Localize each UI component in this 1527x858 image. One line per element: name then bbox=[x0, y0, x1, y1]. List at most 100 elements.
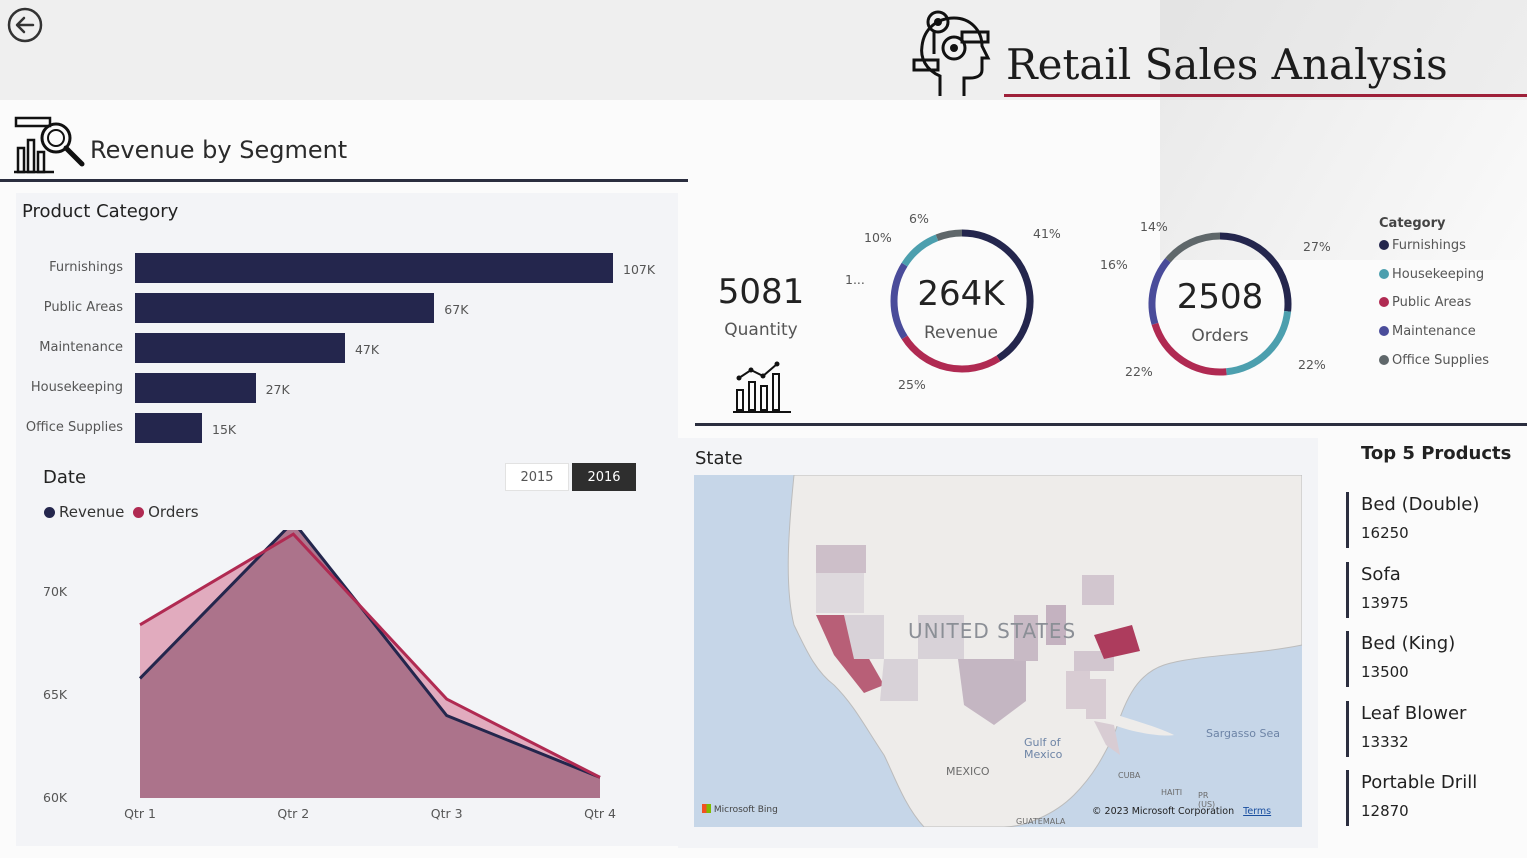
sargasso-label: Sargasso Sea bbox=[1206, 727, 1280, 740]
map-copyright: © 2023 Microsoft Corporation Terms bbox=[1092, 806, 1271, 817]
segment-title: Revenue by Segment bbox=[90, 136, 348, 164]
category-legend-title: Category bbox=[1379, 216, 1446, 231]
donut-slice-public-areas[interactable] bbox=[1151, 322, 1227, 376]
cuba-label: CUBA bbox=[1118, 771, 1141, 780]
state-map[interactable]: UNITED STATES Gulf of Mexico MEXICO Sarg… bbox=[694, 475, 1302, 827]
legend-label: Housekeeping bbox=[1392, 266, 1485, 282]
donut-slice-maintenance[interactable] bbox=[890, 262, 908, 340]
bar-value-label: 107K bbox=[623, 262, 656, 277]
series-line-orders[interactable] bbox=[139, 532, 601, 779]
legend-dot bbox=[1379, 354, 1389, 365]
revenue-pct-label: 6% bbox=[909, 211, 929, 226]
year-2016-button[interactable]: 2016 bbox=[572, 463, 636, 491]
page-title: Retail Sales Analysis bbox=[1006, 40, 1448, 89]
year-2015-button[interactable]: 2015 bbox=[505, 463, 569, 491]
legend-orders-dot bbox=[133, 507, 145, 518]
revenue-pct-label: 41% bbox=[1033, 226, 1061, 241]
orders-pct-label: 16% bbox=[1100, 257, 1128, 272]
terms-link[interactable]: Terms bbox=[1243, 806, 1272, 817]
legend-label: Furnishings bbox=[1392, 238, 1466, 253]
microsoft-logo-icon bbox=[702, 804, 711, 813]
orders-donut-chart bbox=[1148, 232, 1292, 376]
bar-value-label: 27K bbox=[265, 382, 290, 397]
pr-label: PR (US) bbox=[1198, 791, 1216, 809]
bar-maintenance[interactable] bbox=[135, 333, 345, 363]
state-label: State bbox=[695, 448, 743, 469]
x-tick-label: Qtr 1 bbox=[124, 806, 156, 821]
mexico-label: MEXICO bbox=[946, 765, 990, 778]
product-name: Leaf Blower bbox=[1361, 702, 1467, 724]
area-fill-revenue bbox=[140, 530, 600, 798]
product-category-label: Product Category bbox=[22, 201, 179, 222]
legend-orders[interactable]: Orders bbox=[129, 503, 199, 521]
legend-item-maintenance[interactable]: Maintenance bbox=[1379, 324, 1476, 339]
y-tick-label: 60K bbox=[43, 790, 68, 805]
revenue-pct-label: 25% bbox=[898, 377, 926, 392]
title-underline bbox=[1004, 94, 1527, 97]
revenue-pct-label: 1... bbox=[845, 272, 865, 287]
brain-gears-icon bbox=[912, 10, 991, 96]
revenue-center-value: 264K bbox=[917, 274, 1005, 314]
bar-office-supplies[interactable] bbox=[135, 413, 202, 443]
product-value: 13500 bbox=[1361, 663, 1409, 681]
product-accent-bar bbox=[1346, 492, 1349, 548]
x-tick-label: Qtr 3 bbox=[431, 806, 463, 821]
x-tick-label: Qtr 4 bbox=[584, 806, 616, 821]
revenue-donut-chart bbox=[890, 229, 1034, 373]
donut-slice-office-supplies[interactable] bbox=[935, 229, 963, 242]
product-value: 12870 bbox=[1361, 802, 1409, 820]
legend-label: Public Areas bbox=[1392, 295, 1472, 311]
donut-slice-office-supplies[interactable] bbox=[1165, 232, 1221, 263]
orders-pct-label: 14% bbox=[1140, 219, 1168, 234]
date-area-chart: 70K 65K 60K Qtr 1 Qtr 2 Qtr 3 Qtr 4 bbox=[43, 530, 616, 821]
donut-slice-maintenance[interactable] bbox=[1148, 257, 1171, 325]
donut-slice-housekeeping[interactable] bbox=[901, 234, 939, 267]
date-label: Date bbox=[43, 467, 87, 488]
legend-item-furnishings[interactable]: Furnishings bbox=[1379, 238, 1466, 253]
guatemala-label: GUATEMALA bbox=[1016, 817, 1066, 826]
donut-slice-public-areas[interactable] bbox=[901, 335, 1001, 373]
bar-furnishings[interactable] bbox=[135, 253, 613, 283]
bar-value-label: 15K bbox=[212, 422, 237, 437]
revenue-center-label: Revenue bbox=[923, 323, 999, 343]
product-name: Sofa bbox=[1361, 563, 1401, 585]
donut-slice-furnishings[interactable] bbox=[1219, 232, 1292, 312]
orders-pct-label: 22% bbox=[1298, 357, 1326, 372]
product-value: 13975 bbox=[1361, 593, 1409, 612]
bar-category-label: Housekeeping bbox=[30, 380, 123, 395]
product-accent-bar bbox=[1346, 700, 1349, 757]
revenue-pct-label: 10% bbox=[864, 230, 892, 245]
quantity-value: 5081 bbox=[717, 272, 805, 312]
haiti-label: HAITI bbox=[1161, 788, 1183, 797]
quantity-label: Quantity bbox=[724, 320, 798, 340]
back-arrow-icon[interactable] bbox=[6, 6, 44, 44]
legend-item-public-areas[interactable]: Public Areas bbox=[1379, 295, 1471, 310]
product-accent-bar bbox=[1346, 631, 1349, 687]
donut-slice-furnishings[interactable] bbox=[961, 229, 1034, 362]
orders-pct-label: 22% bbox=[1125, 364, 1153, 379]
legend-label: Office Supplies bbox=[1392, 352, 1490, 368]
y-tick-label: 70K bbox=[43, 584, 68, 599]
country-label: UNITED STATES bbox=[908, 619, 1077, 643]
product-name: Portable Drill bbox=[1361, 772, 1478, 793]
bar-value-label: 47K bbox=[354, 342, 380, 357]
legend-item-office-supplies[interactable]: Office Supplies bbox=[1379, 353, 1489, 368]
legend-revenue-dot bbox=[44, 507, 55, 518]
y-tick-label: 65K bbox=[43, 687, 68, 702]
orders-center-value: 2508 bbox=[1176, 277, 1264, 317]
legend-item-housekeeping[interactable]: Housekeeping bbox=[1379, 267, 1484, 282]
donut-slice-housekeeping[interactable] bbox=[1225, 310, 1292, 376]
legend-dot bbox=[1379, 268, 1389, 279]
date-chart-legend: Revenue Orders bbox=[44, 503, 199, 521]
legend-revenue[interactable]: Revenue bbox=[44, 503, 124, 521]
bar-public-areas[interactable] bbox=[135, 293, 435, 323]
x-tick-label: Qtr 2 bbox=[277, 806, 309, 821]
bar-chart-growth-icon bbox=[733, 361, 791, 413]
bar-housekeeping[interactable] bbox=[135, 373, 256, 403]
product-name: Bed (Double) bbox=[1361, 494, 1480, 515]
product-accent-bar bbox=[1346, 561, 1349, 618]
top-products-title: Top 5 Products bbox=[1361, 443, 1512, 464]
gulf-label: Gulf of Mexico bbox=[1024, 736, 1063, 761]
product-value: 13332 bbox=[1361, 732, 1409, 751]
product-accent-bar bbox=[1346, 770, 1349, 826]
